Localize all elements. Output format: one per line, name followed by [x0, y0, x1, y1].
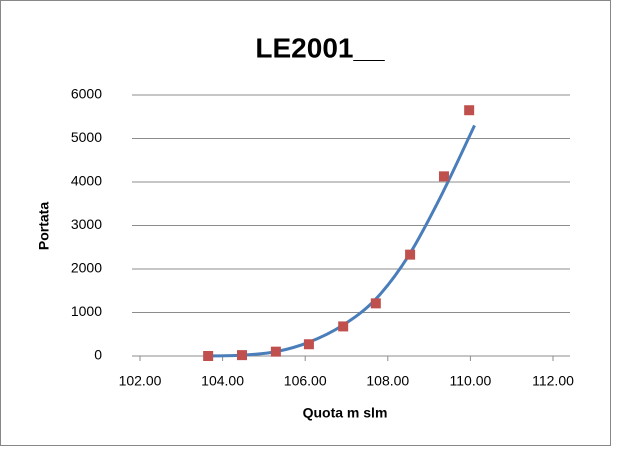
point: [370, 298, 381, 309]
x-axis-label: Quota m slm: [303, 405, 388, 421]
x-tick-label: 108.00: [366, 373, 409, 389]
y-tick-label: 4000: [71, 173, 102, 189]
x-tick-label: 104.00: [201, 373, 244, 389]
point: [438, 171, 449, 182]
y-tick-label: 2000: [71, 260, 102, 276]
point: [203, 351, 214, 361]
x-tick-label: 102.00: [119, 373, 162, 389]
point: [338, 321, 349, 332]
point: [303, 339, 314, 350]
point: [405, 249, 416, 260]
y-tick-label: 1000: [71, 303, 102, 319]
y-tick-label: 6000: [71, 86, 102, 102]
x-tick-label: 110.00: [450, 373, 492, 389]
point: [270, 346, 281, 357]
point: [237, 350, 248, 361]
x-tick-label: 106.00: [284, 373, 327, 389]
y-axis-label: Portata: [36, 202, 52, 250]
y-tick-label: 5000: [71, 129, 102, 145]
y-tick-label: 0: [94, 347, 102, 363]
y-tick-label: 3000: [71, 216, 102, 232]
x-tick-label: 112.00: [532, 373, 574, 389]
point: [464, 105, 475, 116]
chart-title: LE2001__: [255, 32, 385, 63]
